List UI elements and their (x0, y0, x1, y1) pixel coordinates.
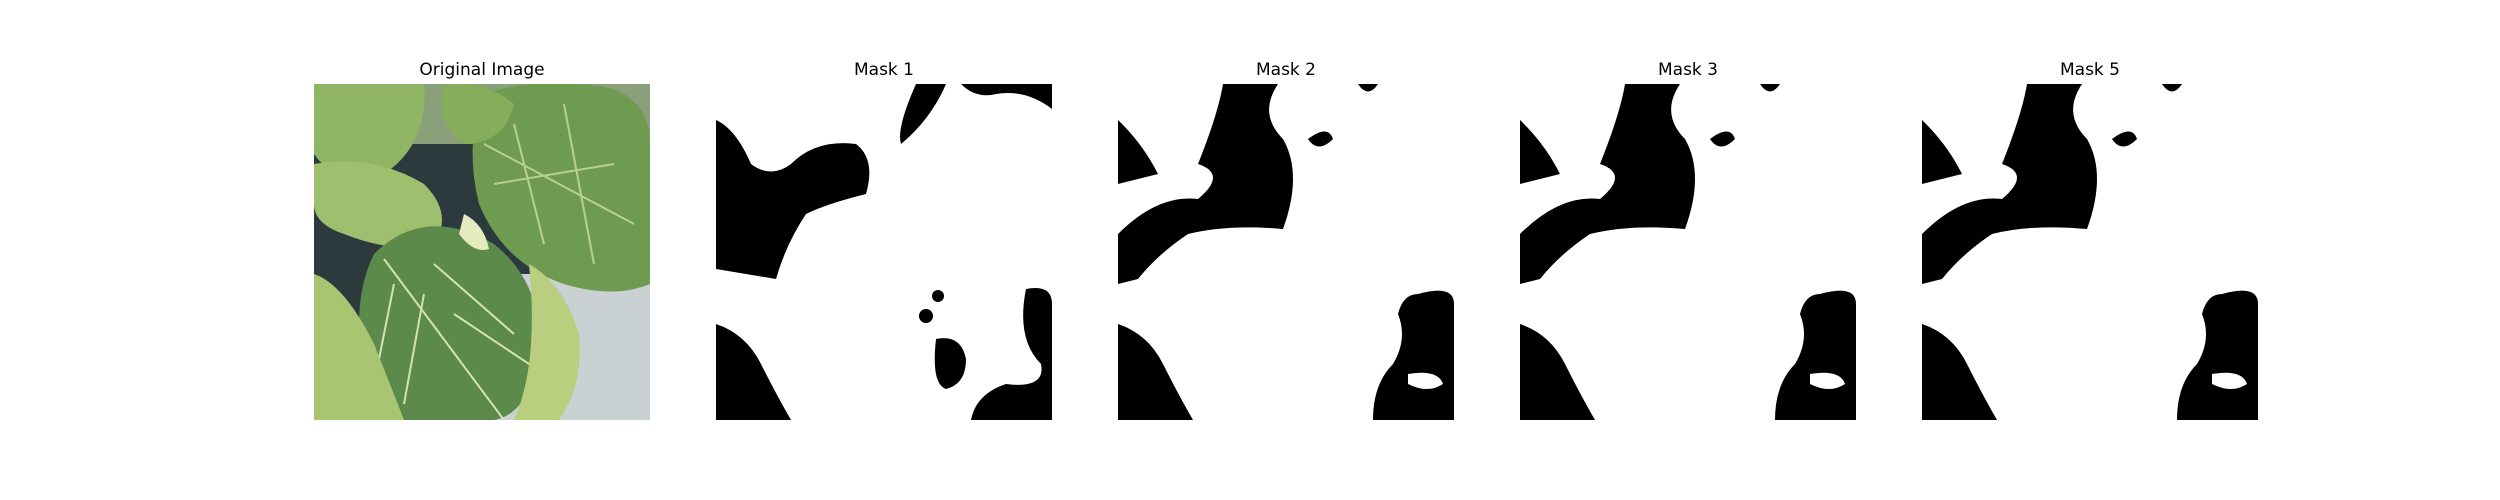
panel-title: Mask 1 (853, 60, 914, 80)
leaf-photo-illustration (314, 84, 650, 420)
panel-mask-1: Mask 1 (716, 0, 1052, 500)
mask-5-image (1922, 84, 2258, 420)
mask-1-image (716, 84, 1052, 420)
panel-title: Mask 5 (2059, 60, 2120, 80)
panel-mask-3: Mask 3 (1520, 0, 1856, 500)
panel-mask-2: Mask 2 (1118, 0, 1454, 500)
panel-original-image: Original Image (314, 0, 650, 500)
mask-2-image (1118, 84, 1454, 420)
panel-title: Original Image (419, 60, 545, 80)
panel-mask-5: Mask 5 (1922, 0, 2258, 500)
segmentation-mask (1118, 84, 1454, 420)
original-image (314, 84, 650, 420)
panel-title: Mask 3 (1657, 60, 1718, 80)
segmentation-mask (1520, 84, 1856, 420)
panel-title: Mask 2 (1255, 60, 1316, 80)
segmentation-mask (716, 84, 1052, 420)
mask-3-image (1520, 84, 1856, 420)
segmentation-mask (1922, 84, 2258, 420)
